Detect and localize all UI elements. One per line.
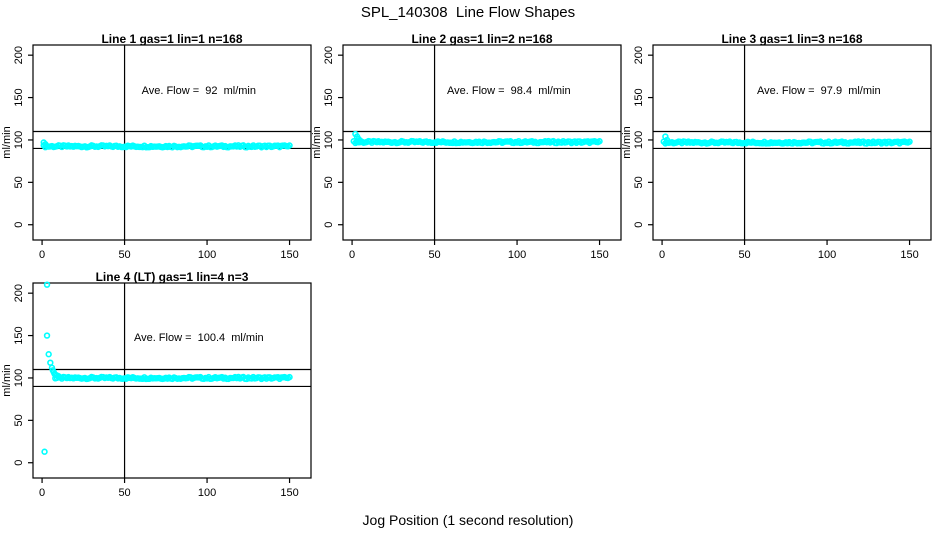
figure-title: SPL_140308 Line Flow Shapes [360,4,576,21]
y-axis-tick-label: 50 [633,176,645,188]
y-axis-tick-label: 0 [13,222,25,228]
figure-x-axis-label: Jog Position (1 second resolution) [362,512,574,528]
subplot-line3-title: Line 3 gas=1 lin=3 n=168 [721,32,863,46]
y-axis-tick-label: 50 [323,176,335,188]
x-axis-tick-label: 100 [198,487,216,499]
data-point [43,281,51,288]
y-axis-tick-label: 100 [13,131,25,149]
subplot-line4-ave-flow-annotation: Ave. Flow = 100.4 ml/min [133,332,264,345]
y-axis-tick-label: 200 [633,46,645,64]
x-axis-tick-label: 0 [39,487,45,499]
subplot-line1: Line 1 gas=1 lin=1 n=168 Ave. Flow = 92 … [0,30,316,270]
subplot-line1-plot: 0 50 100 150 0 50 100 150 200 ml/min [1,44,312,261]
data-point [286,373,293,381]
y-axis-tick-label: 0 [633,222,645,228]
x-axis-tick-label: 100 [818,249,836,261]
y-axis-tick-label: 0 [323,222,335,228]
data-point [286,142,293,149]
x-axis-tick-label: 150 [900,249,918,261]
y-axis-tick-label: 0 [13,460,25,466]
data-point [41,448,48,455]
subplot-line1-title: Line 1 gas=1 lin=1 n=168 [101,32,243,46]
x-axis-tick-label: 150 [590,249,608,261]
y-axis-tick-label: 150 [323,88,335,106]
plot-border [652,44,932,241]
subplot-line3-plot: 0 50 100 150 0 50 100 150 200 ml/min [621,44,932,261]
subplot-line2-plot: 0 50 100 150 0 50 100 150 200 ml/min [311,44,622,261]
data-point [47,359,54,366]
data-point [42,140,49,148]
x-axis-tick-label: 50 [738,249,750,261]
data-point [357,137,364,145]
y-axis-title: ml/min [1,364,13,396]
y-axis-tick-label: 100 [13,369,25,387]
data-points [41,281,293,455]
y-axis-tick-label: 150 [633,88,645,106]
y-axis-tick-label: 100 [323,131,335,149]
y-axis-tick-label: 50 [13,176,25,188]
subplot-line2: Line 2 gas=1 lin=2 n=168 Ave. Flow = 98.… [310,30,626,270]
y-axis-title: ml/min [1,126,13,158]
data-point [43,332,51,339]
y-axis-tick-label: 200 [13,46,25,64]
data-points [350,130,603,147]
x-axis-tick-label: 0 [349,249,355,261]
x-axis-tick-label: 100 [508,249,526,261]
data-point [55,373,62,380]
subplot-line3: Line 3 gas=1 lin=3 n=168 Ave. Flow = 97.… [620,30,936,270]
y-axis-tick-label: 150 [13,326,25,344]
x-axis-tick-label: 100 [198,249,216,261]
subplot-line2-ave-flow-annotation: Ave. Flow = 98.4 ml/min [446,84,571,97]
x-axis-tick-label: 150 [280,487,298,499]
y-axis-tick-label: 50 [13,414,25,426]
y-axis-tick-label: 200 [323,46,335,64]
y-axis-tick-label: 200 [13,284,25,302]
subplot-line4-title: Line 4 (LT) gas=1 lin=4 n=3 [95,270,249,284]
data-points [660,133,913,147]
subplot-line3-ave-flow-annotation: Ave. Flow = 97.9 ml/min [756,84,881,97]
x-axis-tick-label: 0 [659,249,665,261]
data-point [663,136,671,144]
data-point [45,351,52,358]
subplot-line1-ave-flow-annotation: Ave. Flow = 92 ml/min [141,84,256,97]
x-axis-tick-label: 150 [280,249,298,261]
subplot-line2-title: Line 2 gas=1 lin=2 n=168 [411,32,553,46]
y-axis-tick-label: 100 [633,131,645,149]
x-axis-tick-label: 50 [118,249,130,261]
y-axis-title: ml/min [311,126,323,158]
y-axis-tick-label: 150 [13,88,25,106]
x-axis-tick-label: 50 [428,249,440,261]
plot-border [32,282,312,479]
plot-border [342,44,622,241]
plot-border [32,44,312,241]
x-axis-tick-label: 50 [118,487,130,499]
x-axis-tick-label: 0 [39,249,45,261]
data-point [906,138,913,145]
subplot-line4: Line 4 (LT) gas=1 lin=4 n=3 Ave. Flow = … [0,268,316,530]
subplot-line4-plot: 0 50 100 150 0 50 100 150 200 ml/min [1,281,312,499]
data-points [40,139,293,151]
y-axis-title: ml/min [621,126,633,158]
data-point [596,138,603,145]
